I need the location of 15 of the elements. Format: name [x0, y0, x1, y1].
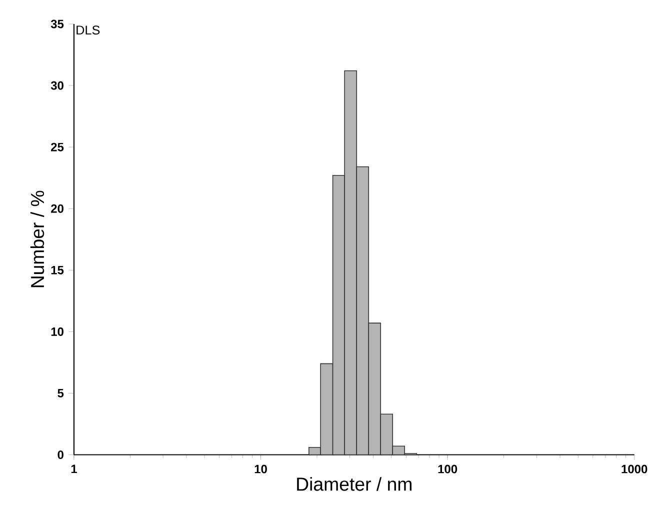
x-tick-label: 1 [71, 464, 77, 474]
y-tick-label: 30 [50, 81, 64, 90]
y-tick-label: 35 [50, 20, 64, 28]
y-tick-label: 0 [58, 450, 64, 460]
x-tick-label: 1000 [622, 464, 648, 474]
y-tick-label: 5 [58, 389, 64, 398]
x-tick-label: 10 [254, 464, 267, 474]
y-axis-title: Number / % [30, 190, 44, 288]
x-axis-title: Diameter / nm [297, 477, 412, 491]
y-tick-label: 20 [51, 204, 64, 213]
x-tick-label: 100 [438, 464, 458, 474]
annotation: DLS [76, 26, 100, 35]
y-tick-label: 10 [51, 328, 64, 336]
y-tick-label: 15 [51, 266, 64, 274]
y-tick-label: 25 [51, 142, 64, 152]
